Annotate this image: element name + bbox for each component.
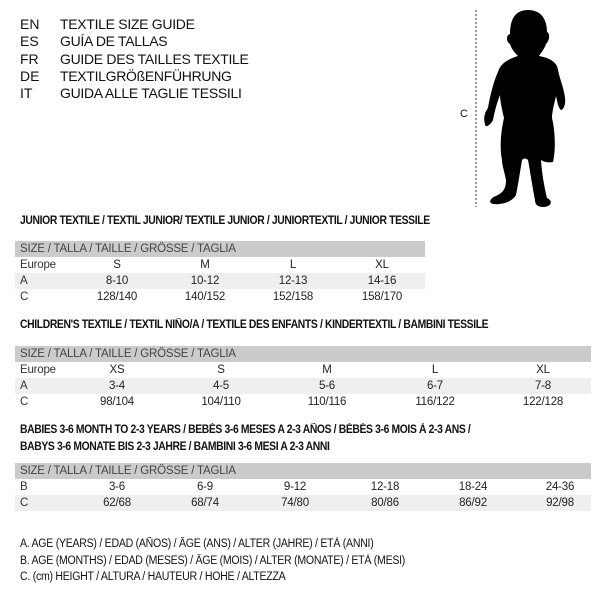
- table-cell: 140/152: [184, 291, 226, 303]
- table-cell: L: [431, 364, 439, 376]
- child-silhouette-icon: [475, 10, 566, 207]
- table-cell: 3-6: [108, 481, 126, 493]
- table-cell: 8-10: [105, 275, 129, 287]
- table-cell: 10-12: [190, 275, 220, 287]
- table-cell: M: [322, 364, 332, 376]
- row-label: C: [20, 396, 29, 408]
- table-cell: 4-5: [212, 380, 230, 392]
- language-title: GUIDE DES TAILLES TEXTILE: [60, 50, 249, 67]
- legend-item: A. AGE (YEARS) / EDAD (AÑOS) / ÂGE (ANS)…: [20, 538, 374, 550]
- table-cell: 152/158: [272, 291, 314, 303]
- row-label: B: [20, 481, 28, 493]
- legend-item: B. AGE (MONTHS) / EDAD (MESES) / ÂGE (MO…: [20, 554, 406, 567]
- junior-section-title: JUNIOR TEXTILE / TEXTIL JUNIOR/ TEXTILE …: [20, 215, 430, 227]
- table-cell: 74/80: [281, 497, 309, 509]
- table-cell: 128/140: [96, 291, 138, 303]
- row-label: Europe: [20, 259, 56, 271]
- children-section-title: CHILDREN'S TEXTILE / TEXTIL NIÑO/A / TEX…: [20, 319, 489, 331]
- table-row: C 62/68 68/74 74/80 80/86 86/92 92/98: [15, 495, 591, 511]
- language-title: GUÍA DE TALLAS: [60, 33, 168, 50]
- table-cell: 24-36: [545, 481, 575, 493]
- table-cell: XS: [109, 364, 125, 376]
- size-header: SIZE / TALLA / TAILLE / GRÖSSE / TAGLIA: [15, 463, 591, 479]
- table-cell: M: [200, 259, 210, 271]
- table-cell: 104/110: [201, 396, 241, 408]
- table-cell: 158/170: [361, 291, 403, 303]
- row-label: Europe: [20, 364, 56, 376]
- babies-section-title-line1: BABIES 3-6 MONTH TO 2-3 YEARS / BEBÉS 3-…: [20, 424, 471, 436]
- table-cell: XL: [375, 259, 389, 271]
- table-cell: S: [113, 259, 121, 271]
- table-row: A 3-4 4-5 5-6 6-7 7-8: [15, 378, 591, 394]
- table-row: A 8-10 10-12 12-13 14-16: [15, 273, 425, 289]
- legend-item: C. (cm) HEIGHT / ALTURA / HAUTEUR / HÖHE…: [20, 571, 286, 583]
- table-row: B 3-6 6-9 9-12 12-18 18-24 24-36: [15, 479, 591, 495]
- language-title: GUIDA ALLE TAGLIE TESSILI: [60, 85, 242, 102]
- children-size-table: SIZE / TALLA / TAILLE / GRÖSSE / TAGLIA E…: [15, 346, 591, 410]
- size-header: SIZE / TALLA / TAILLE / GRÖSSE / TAGLIA: [15, 241, 425, 257]
- table-cell: 3-4: [108, 380, 126, 392]
- table-cell: 5-6: [318, 380, 336, 392]
- table-cell: 122/128: [522, 396, 564, 408]
- table-row: Europe XS S M L XL: [15, 362, 591, 378]
- table-cell: 110/116: [307, 396, 347, 408]
- language-code: EN: [20, 16, 40, 32]
- row-label: A: [20, 380, 28, 392]
- row-label: C: [20, 497, 29, 509]
- table-cell: 18-24: [458, 481, 488, 493]
- table-cell: 68/74: [191, 497, 219, 509]
- table-cell: 62/68: [103, 497, 131, 509]
- table-cell: 80/86: [371, 497, 399, 509]
- table-cell: 7-8: [534, 380, 552, 392]
- table-cell: 6-7: [426, 380, 444, 392]
- table-cell: 12-18: [370, 481, 400, 493]
- table-cell: 14-16: [367, 275, 397, 287]
- table-row: Europe S M L XL: [15, 257, 425, 273]
- table-cell: L: [289, 259, 297, 271]
- language-code: IT: [20, 85, 33, 102]
- table-cell: 12-13: [278, 275, 308, 287]
- language-code: DE: [20, 67, 40, 84]
- table-cell: 98/104: [100, 396, 134, 408]
- language-code: FR: [20, 50, 39, 67]
- table-row: C 98/104 104/110 110/116 116/122 122/128: [15, 394, 591, 410]
- table-cell: 6-9: [196, 481, 214, 493]
- size-header: SIZE / TALLA / TAILLE / GRÖSSE / TAGLIA: [15, 346, 591, 362]
- row-label: C: [20, 291, 29, 303]
- babies-section-title-line2: BABYS 3-6 MONATE BIS 2-3 JAHRE / BAMBINI…: [20, 441, 330, 453]
- table-cell: XL: [536, 364, 550, 376]
- language-title: TEXTILGRÖßENFÜHRUNG: [60, 67, 232, 84]
- junior-size-table: SIZE / TALLA / TAILLE / GRÖSSE / TAGLIA E…: [15, 241, 425, 305]
- measure-label-c: C: [460, 108, 468, 120]
- language-code: ES: [20, 33, 39, 50]
- table-cell: 92/98: [546, 497, 574, 509]
- table-cell: 116/122: [415, 396, 455, 408]
- language-title: TEXTILE SIZE GUIDE: [60, 16, 195, 32]
- babies-size-table: SIZE / TALLA / TAILLE / GRÖSSE / TAGLIA B…: [15, 463, 591, 511]
- row-label: A: [20, 275, 28, 287]
- table-cell: 86/92: [459, 497, 487, 509]
- table-cell: 9-12: [283, 481, 307, 493]
- table-row: C 128/140 140/152 152/158 158/170: [15, 289, 425, 305]
- table-cell: S: [217, 364, 225, 376]
